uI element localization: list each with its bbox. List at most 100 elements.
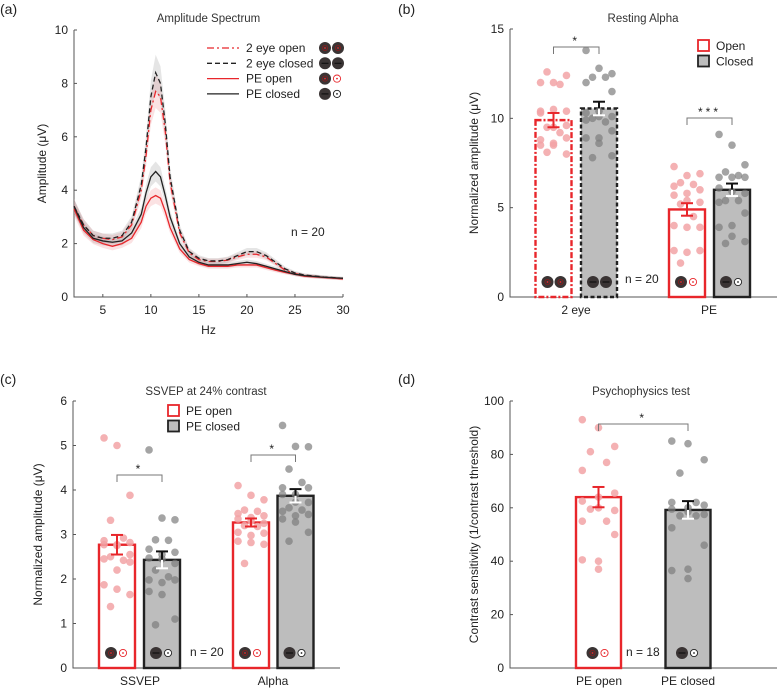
data-point: [171, 559, 179, 568]
data-point: [728, 141, 736, 149]
chart-title: SSVEP at 24% contrast: [145, 386, 267, 398]
legend-label: Closed: [716, 55, 753, 69]
significance-stars: *: [269, 442, 277, 456]
x-tick-label: 10: [144, 303, 158, 317]
both-eyes-open-icon: [541, 276, 567, 288]
data-point: [100, 580, 108, 589]
patched-eye-dot: [167, 652, 169, 654]
y-tick-label: 60: [491, 501, 505, 515]
significance-bracket: [553, 46, 600, 54]
data-point: [562, 121, 571, 130]
data-point: [100, 434, 108, 442]
data-point: [696, 169, 704, 178]
series-line-2-eye-closed: [73, 70, 344, 279]
data-point: [158, 590, 166, 599]
data-point: [700, 501, 708, 509]
data-point: [556, 80, 564, 89]
data-point: [145, 587, 153, 596]
y-tick-label: 4: [60, 483, 67, 497]
data-point: [741, 209, 749, 217]
series-line-pe-open: [73, 194, 344, 280]
data-point: [549, 105, 558, 114]
patched-eye-open-icon: [239, 647, 262, 659]
data-point: [260, 519, 268, 528]
iris: [557, 278, 564, 285]
data-point: [113, 585, 121, 594]
x-category-label: Alpha: [258, 674, 289, 688]
data-point: [100, 540, 108, 549]
series-line-2-eye-open: [73, 90, 344, 280]
patched-eye-dot: [122, 652, 124, 654]
y-tick-label: 2: [61, 237, 68, 251]
data-point: [260, 495, 268, 504]
x-tick-label: 20: [240, 303, 254, 317]
axes: [509, 401, 777, 669]
data-point: [670, 221, 678, 230]
legend-swatch: [697, 39, 710, 52]
data-point: [151, 536, 160, 544]
both-eyes-open-icon: [319, 42, 344, 54]
data-point: [171, 548, 179, 557]
data-point: [588, 73, 597, 82]
significance-bracket: [686, 117, 733, 125]
series-line-pe-closed: [73, 170, 344, 279]
data-point: [684, 439, 692, 448]
data-point: [608, 87, 616, 96]
data-point: [158, 514, 166, 522]
data-point: [696, 198, 704, 207]
data-point: [260, 529, 268, 537]
data-point: [106, 516, 115, 525]
data-point: [670, 162, 678, 171]
data-point: [298, 478, 306, 487]
both-eyes-closed-icon: [319, 57, 344, 70]
data-point: [278, 483, 287, 492]
data-point: [689, 180, 698, 189]
data-point: [582, 46, 590, 55]
legend-swatch: [167, 404, 180, 417]
data-point: [689, 212, 698, 221]
y-tick-label: 20: [491, 608, 505, 622]
data-point: [582, 134, 590, 142]
y-tick-label: 6: [60, 394, 67, 408]
pupil: [591, 652, 594, 654]
data-point: [578, 497, 587, 505]
data-point: [594, 557, 603, 565]
data-point: [721, 239, 730, 248]
data-point: [741, 237, 749, 246]
data-point: [536, 141, 545, 149]
legend-label: 2 eye open: [246, 41, 305, 55]
legend-swatch: [697, 54, 710, 68]
n-annotation: n = 18: [626, 645, 660, 659]
patched-eye-open-icon: [586, 647, 609, 659]
patched-eye-open-icon: [105, 647, 128, 659]
data-point: [670, 246, 678, 255]
chart-title: Psychophysics test: [592, 386, 691, 398]
data-point: [253, 507, 262, 516]
pupil: [110, 652, 112, 654]
patched-eye-dot: [336, 77, 338, 80]
data-point: [240, 521, 249, 530]
data-point: [171, 576, 179, 584]
panel-label: (b): [398, 1, 415, 17]
data-point: [594, 565, 603, 574]
iris: [334, 45, 341, 52]
data-point: [668, 437, 676, 445]
data-point: [582, 78, 590, 87]
data-point: [683, 171, 691, 180]
data-point: [536, 78, 545, 87]
both-eyes-closed-icon: [587, 276, 612, 288]
data-point: [543, 68, 551, 76]
significance-stars: *: [639, 411, 647, 425]
pupil: [546, 281, 549, 283]
data-point: [721, 196, 730, 205]
bar-ssvep-pe-closed: [142, 558, 182, 670]
data-point: [588, 114, 597, 123]
data-point: [113, 441, 121, 450]
n-annotation: n = 20: [190, 645, 224, 659]
data-point: [562, 150, 571, 158]
data-point: [536, 135, 545, 144]
data-point: [601, 118, 610, 126]
x-category-label: PE: [701, 303, 717, 317]
data-point: [171, 615, 179, 623]
